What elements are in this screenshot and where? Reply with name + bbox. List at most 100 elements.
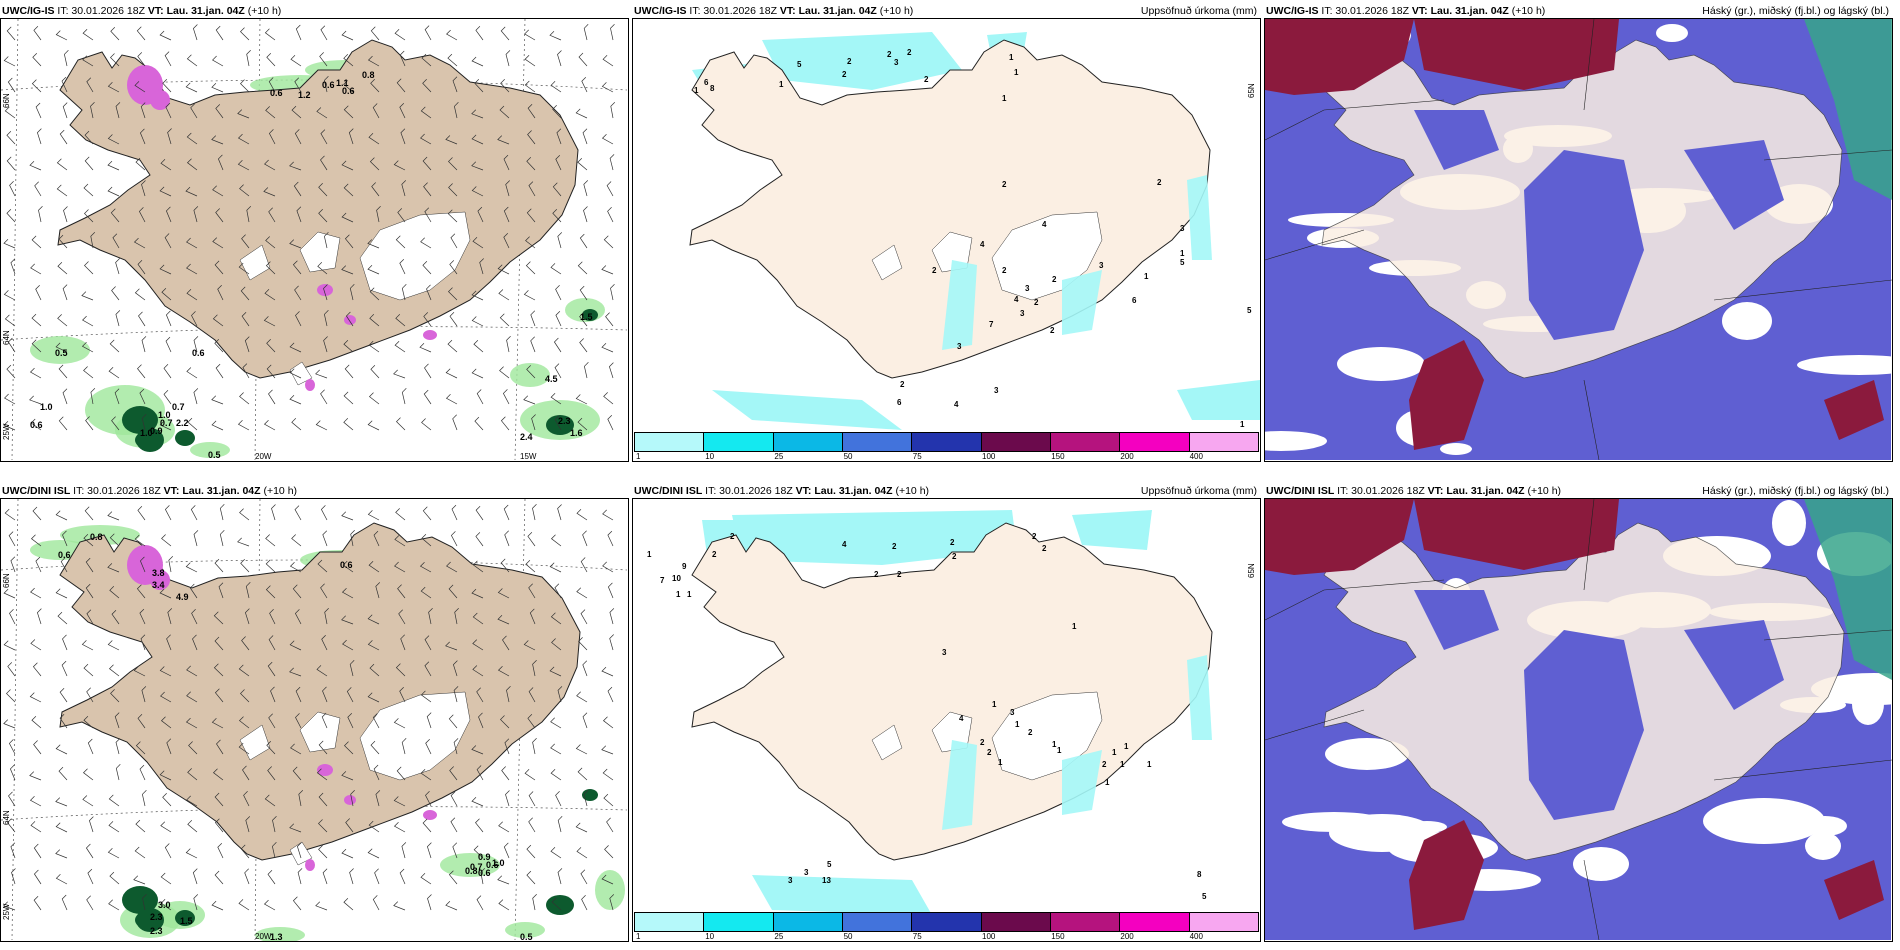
wind-barb [420,586,432,599]
wind-barb [137,364,146,379]
precip-value-label: 3 [894,58,899,67]
wind-barb [372,895,380,911]
wind-barb [424,661,432,677]
wind-barb [324,310,329,327]
high-cloud-patch [1265,19,1414,95]
wind-barb [291,534,302,547]
colorbar-tick-label: 50 [843,452,853,461]
heavy-precip-patch [175,910,195,926]
wind-barb [524,769,536,781]
wind-barb [107,640,120,651]
wind-barb [57,611,68,625]
langjokull-glacier [871,244,903,281]
wind-barb [399,102,406,119]
wind-barb [8,791,16,807]
precip-value-label: 1 [1015,720,1020,729]
precip-value-label: 1.2 [298,90,311,100]
wind-barb [263,419,276,431]
wind-barb [31,339,42,353]
wind-barb [369,314,380,327]
wind-barb [452,414,458,431]
wind-barb [401,738,407,755]
wind-barb [141,686,147,703]
wind-barb [29,796,42,807]
panel-cloud-ig: UWC/IG-IS IT: 30.01.2026 18Z VT: Lau. 31… [1264,0,1893,462]
wind-barb [295,24,302,41]
wind-barb [295,713,302,729]
wind-barb [211,83,224,93]
precip-value-label: 3 [1025,284,1030,293]
wind-barb [582,128,588,145]
wind-barb [188,741,198,755]
precip-value-label: 2 [1002,180,1007,189]
clear-patch [1573,847,1629,881]
wind-barb [137,714,146,729]
wind-barb [393,369,406,379]
wind-barb [3,56,16,67]
wind-barb [476,389,484,405]
wind-barb [471,588,484,599]
projection-lines [1264,498,1893,941]
colorbar-tick-label: 10 [705,452,715,461]
wind-barb [528,817,536,833]
wind-barb [343,183,354,197]
wind-barb [609,608,615,625]
wind-barb [240,27,250,41]
model-name: UWC/IG-IS [634,5,687,17]
wind-barb [528,687,536,703]
wind-barb [10,556,16,573]
precip-value-label: 0.6 [30,420,43,430]
wind-barb [268,389,276,405]
wind-barb [321,634,328,651]
wind-barb [289,342,302,353]
clear-patch [1656,24,1688,42]
wind-barb [237,109,250,119]
wind-barb [367,692,380,703]
heavy-precip-patch [122,886,158,914]
wind-barb [83,183,94,197]
wind-barb [472,612,484,625]
wind-barb [35,556,42,573]
wind-barb [323,284,328,301]
wind-barb [471,368,484,379]
colorbar-tick-label: 1 [636,452,641,461]
wind-barb [342,639,354,651]
wind-barb [316,107,328,119]
wind-barb [82,768,94,781]
wind-barb [163,390,172,405]
wind-barb [581,895,588,911]
precip-value-label: 2 [1052,275,1057,284]
precip-value-label: 1 [1009,53,1014,62]
wind-barb [191,311,198,327]
wind-barb [578,52,588,67]
wind-barb [451,504,458,521]
precip-value-label: 0.6 [192,348,205,358]
precip-area [752,875,932,915]
wind-barb [350,789,355,807]
precip-value-label: 2 [980,738,985,747]
wind-barb [266,53,276,67]
wind-barb [137,260,146,275]
wind-barb [606,181,614,197]
wind-barb [107,511,120,521]
wind-barb [475,505,484,521]
colorbar-segment [704,433,774,451]
wind-barb [90,231,96,249]
wind-barb [398,609,406,625]
wind-barb [399,686,406,703]
wind-barb [56,184,68,197]
heavy-precip-patch [122,406,158,434]
wind-barb [527,532,536,547]
wind-barb [400,634,406,651]
wind-barb [84,209,94,223]
wind-barb [394,29,406,41]
wind-barb [498,899,510,911]
wind-barb [108,899,120,911]
precip-value-label: 2 [1050,326,1055,335]
wind-barb [293,181,302,197]
wind-barb [266,339,276,353]
precip-value-label: 4 [954,400,959,409]
wind-barb [266,741,276,755]
wind-barb [136,584,146,599]
wind-barb [480,867,486,885]
